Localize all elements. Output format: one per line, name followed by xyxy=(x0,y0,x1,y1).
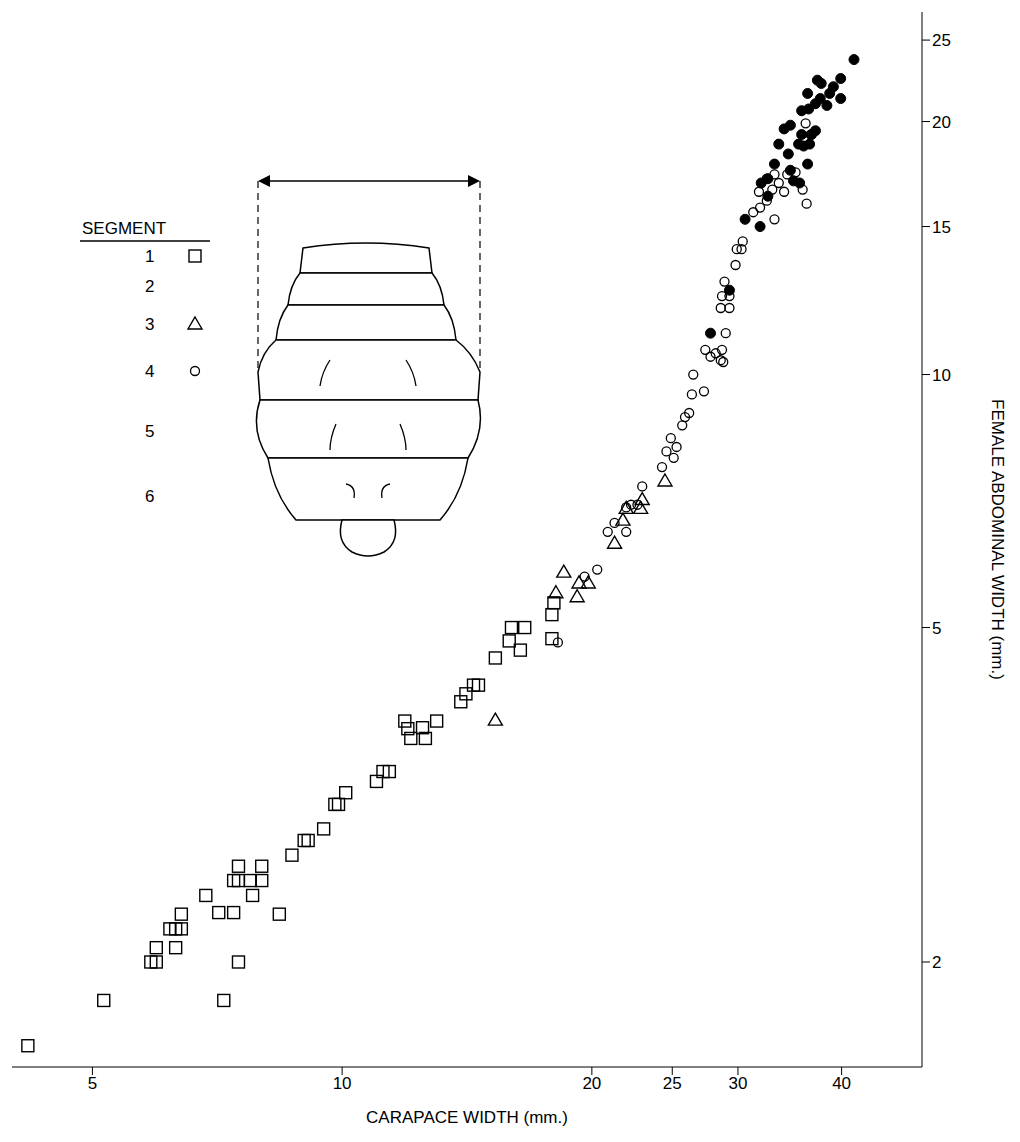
svg-text:5: 5 xyxy=(145,422,154,441)
svg-text:FEMALE ABDOMINAL WIDTH (mm.): FEMALE ABDOMINAL WIDTH (mm.) xyxy=(988,399,1007,680)
svg-text:25: 25 xyxy=(932,31,951,50)
svg-text:SEGMENT: SEGMENT xyxy=(82,219,166,238)
svg-text:5: 5 xyxy=(88,1074,97,1093)
svg-text:2: 2 xyxy=(932,953,941,972)
svg-text:5: 5 xyxy=(932,619,941,638)
svg-text:20: 20 xyxy=(582,1074,601,1093)
svg-text:2: 2 xyxy=(145,277,154,296)
svg-text:10: 10 xyxy=(333,1074,352,1093)
svg-text:1: 1 xyxy=(145,247,154,266)
svg-text:15: 15 xyxy=(932,218,951,237)
svg-text:25: 25 xyxy=(663,1074,682,1093)
svg-text:30: 30 xyxy=(728,1074,747,1093)
svg-text:3: 3 xyxy=(145,315,154,334)
svg-text:40: 40 xyxy=(832,1074,851,1093)
svg-text:6: 6 xyxy=(145,487,154,506)
svg-text:CARAPACE WIDTH (mm.): CARAPACE WIDTH (mm.) xyxy=(366,1108,568,1127)
svg-text:20: 20 xyxy=(932,113,951,132)
svg-text:10: 10 xyxy=(932,366,951,385)
svg-text:4: 4 xyxy=(145,362,154,381)
